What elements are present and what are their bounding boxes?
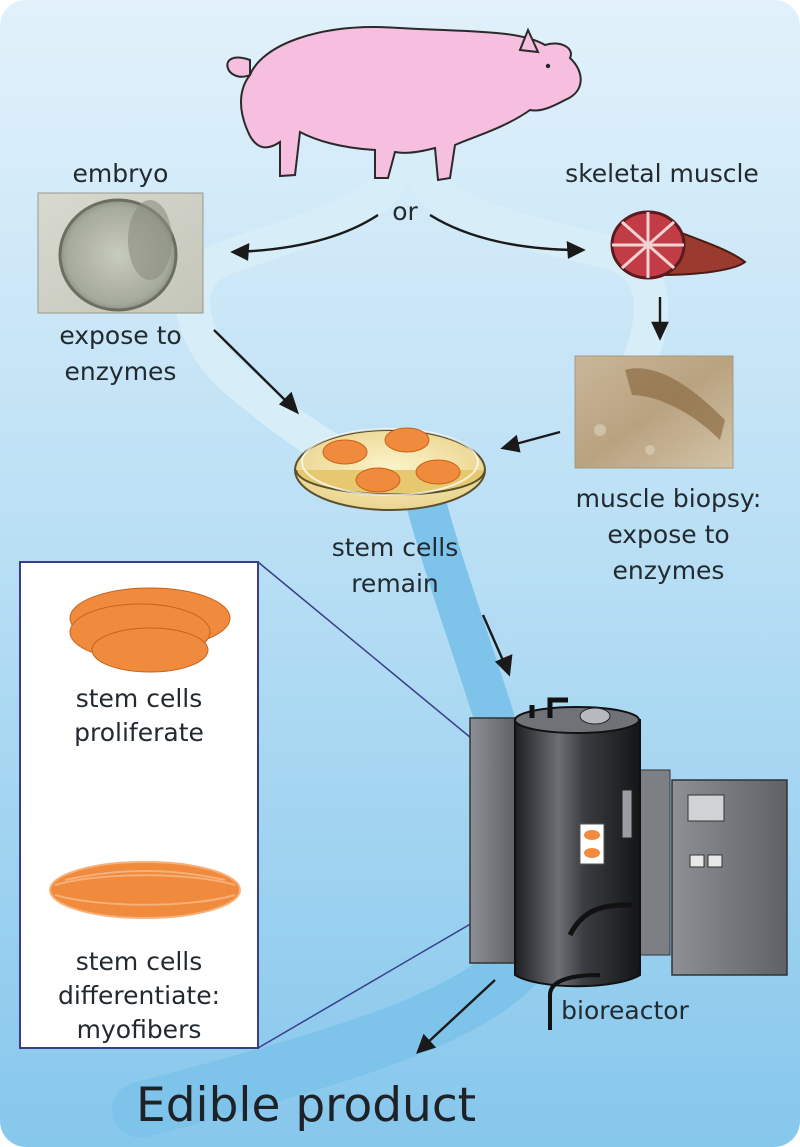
label-diff-line2: differentiate:: [57, 981, 221, 1010]
label-prolif-line1: stem cells: [75, 684, 203, 713]
flow-path-right-arc: [403, 153, 668, 377]
label-expose-line2: enzymes: [64, 357, 177, 386]
label-embryo: embryo: [72, 159, 169, 188]
bioreactor-illustration: [469, 697, 788, 1030]
proliferating-cells: [69, 587, 231, 673]
label-stem-remain-line2: remain: [351, 569, 439, 598]
myofiber-bundle: [49, 861, 241, 919]
flow-path-bottom: [112, 932, 548, 1138]
flow-path-down: [400, 460, 515, 740]
label-biopsy-line1: muscle biopsy:: [575, 484, 762, 513]
label-stem-remain-line1: stem cells: [331, 533, 459, 562]
muscle-illustration: [610, 210, 747, 280]
label-edible-product: Edible product: [136, 1078, 477, 1133]
label-or: or: [392, 197, 418, 226]
label-bioreactor: bioreactor: [561, 996, 689, 1025]
label-diff-line1: stem cells: [75, 947, 203, 976]
label-biopsy-line3: enzymes: [612, 556, 725, 585]
inset-panel: [19, 561, 581, 1049]
label-skeletal-muscle: skeletal muscle: [565, 159, 759, 188]
label-prolif-line2: proliferate: [74, 718, 204, 747]
petri-dish: [294, 427, 486, 511]
pig-illustration: [226, 26, 582, 182]
label-diff-line3: myofibers: [76, 1015, 202, 1044]
label-biopsy-line2: expose to: [607, 520, 730, 549]
embryo-image: [37, 192, 204, 314]
muscle-biopsy-image: [574, 355, 734, 469]
label-expose-line1: expose to: [59, 321, 182, 350]
